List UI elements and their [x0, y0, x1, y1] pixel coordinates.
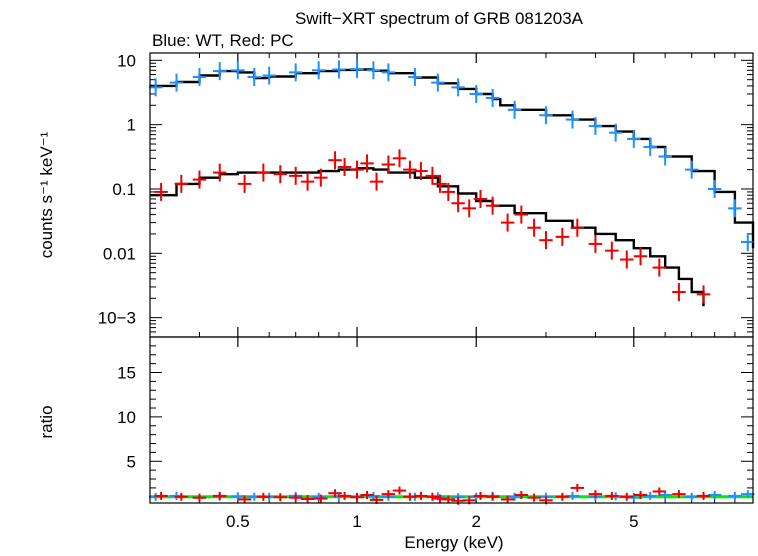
y-tick-label: 10 — [117, 408, 136, 427]
top-models — [150, 68, 755, 307]
x-tick-label: 2 — [472, 512, 481, 531]
x-tick-labels: 0.5 1 2 5 — [226, 512, 639, 531]
top-y-axis-label: counts s⁻¹ keV⁻¹ — [37, 131, 56, 258]
y-tick-label: 5 — [127, 452, 136, 471]
x-tick-label: 5 — [629, 512, 638, 531]
y-tick-label: 0.1 — [112, 180, 136, 199]
x-axis-label: Energy (keV) — [404, 533, 503, 552]
model-line — [150, 68, 755, 249]
top-data-points — [148, 60, 755, 304]
y-tick-label: 10 — [117, 51, 136, 70]
bottom-axes: 5 10 15 — [117, 336, 754, 503]
bottom-y-axis-label: ratio — [37, 405, 56, 438]
top-frame — [149, 52, 754, 338]
bottom-data-points — [148, 483, 755, 505]
y-tick-label: 0.01 — [103, 244, 136, 263]
x-tick-label: 1 — [352, 512, 361, 531]
bottom-panel: 5 10 15 — [117, 336, 755, 505]
chart-subtitle: Blue: WT, Red: PC — [152, 31, 294, 50]
top-axes: 10 1 0.1 0.01 10−3 — [98, 51, 754, 338]
model-line — [150, 167, 705, 307]
x-tick-label: 0.5 — [226, 512, 250, 531]
y-tick-label: 15 — [117, 364, 136, 383]
y-tick-label: 10−3 — [98, 309, 136, 328]
bottom-frame — [149, 336, 754, 504]
top-panel: 10 1 0.1 0.01 10−3 — [98, 51, 755, 338]
chart-title: Swift−XRT spectrum of GRB 081203A — [295, 9, 584, 28]
y-tick-label: 1 — [127, 116, 136, 135]
